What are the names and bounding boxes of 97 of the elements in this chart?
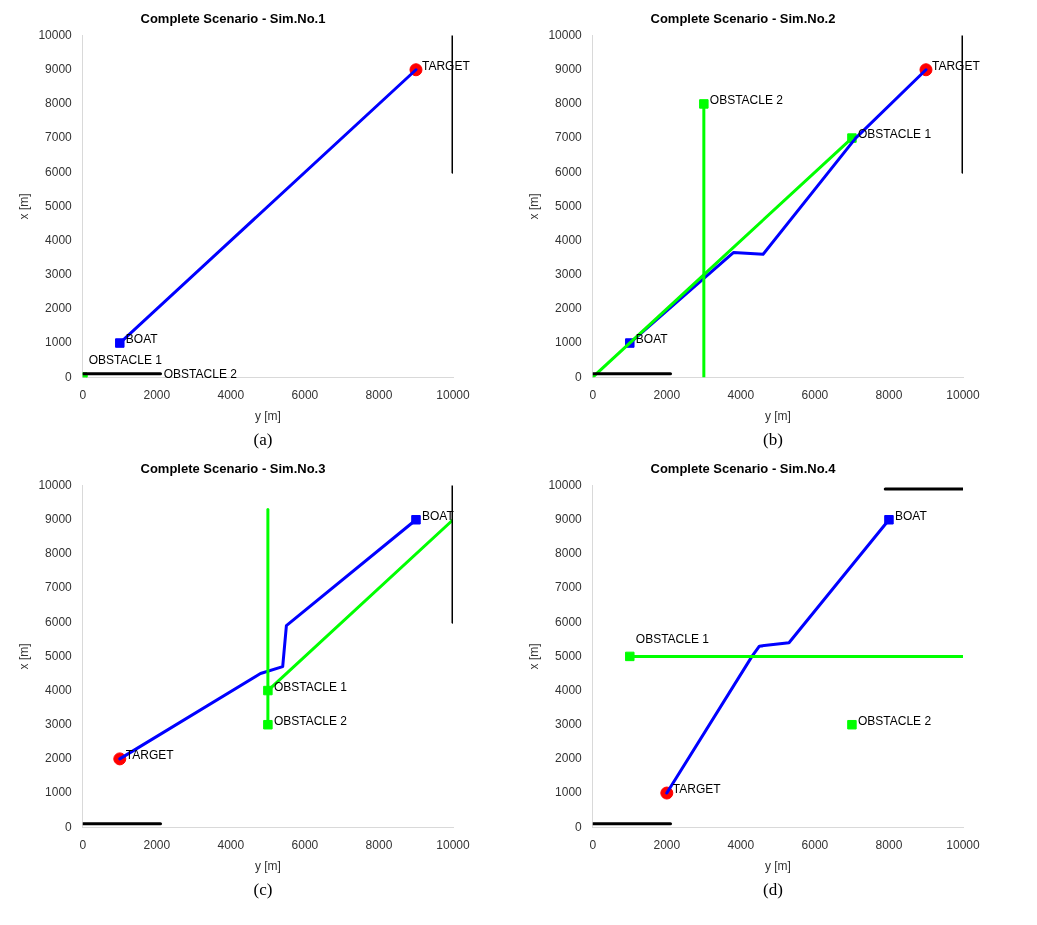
chart-title: Complete Scenario - Sim.No.1 <box>140 11 326 27</box>
y-tick-label: 7000 <box>45 130 73 145</box>
x-tick-label: 8000 <box>365 387 393 402</box>
series-label: OBSTACLE 1 <box>88 352 163 367</box>
x-tick-label: 4000 <box>727 837 755 852</box>
y-tick-label: 6000 <box>45 164 73 179</box>
x-tick-label: 0 <box>79 387 87 402</box>
y-tick-label: 8000 <box>45 96 73 111</box>
x-axis-title: y [m] <box>764 409 791 424</box>
series-label: OBSTACLE 2 <box>273 714 348 729</box>
y-tick-label: 4000 <box>555 232 583 247</box>
text: (b) <box>763 430 783 450</box>
y-tick-label: 0 <box>65 819 73 834</box>
y-tick-label: 10000 <box>38 477 73 492</box>
y-tick-label: 5000 <box>555 198 583 213</box>
y-tick-label: 9000 <box>45 62 73 77</box>
y-tick-label: 3000 <box>45 717 73 732</box>
y-tick-label: 3000 <box>555 267 583 282</box>
chart-title: Complete Scenario - Sim.No.2 <box>650 11 836 27</box>
x-tick-label: 6000 <box>801 837 829 852</box>
x-tick-label: 6000 <box>801 387 829 402</box>
y-tick-label: 0 <box>575 819 583 834</box>
chart-title: Complete Scenario - Sim.No.4 <box>650 461 837 477</box>
x-tick-label: 2000 <box>143 387 171 402</box>
y-tick-label: 5000 <box>45 198 73 213</box>
text: OBSTACLE 2 <box>163 366 238 381</box>
y-tick-label: 4000 <box>555 682 583 697</box>
y-tick-label: 9000 <box>555 512 583 527</box>
y-tick-label: 9000 <box>555 62 583 77</box>
y-tick-label: 7000 <box>555 580 583 595</box>
y-tick-label: 2000 <box>555 301 583 316</box>
text: (a) <box>253 430 273 450</box>
y-axis-title: x [m] <box>16 193 31 220</box>
y-tick-label: 1000 <box>555 335 583 350</box>
y-tick-label: 7000 <box>555 130 583 145</box>
y-tick-label: 10000 <box>548 27 583 42</box>
series-label: BOAT <box>125 332 159 347</box>
x-tick-label: 8000 <box>875 837 903 852</box>
y-tick-label: 5000 <box>555 648 583 663</box>
x-axis-title: y [m] <box>254 409 281 424</box>
y-tick-label: 5000 <box>45 648 73 663</box>
x-axis-title: y [m] <box>254 859 281 874</box>
series-label: OBSTACLE 2 <box>857 714 932 729</box>
y-tick-label: 8000 <box>45 546 73 561</box>
series-label: TARGET <box>672 782 722 797</box>
y-tick-label: 1000 <box>45 335 73 350</box>
y-tick-label: 4000 <box>45 232 73 247</box>
series-label: BOAT <box>635 332 669 347</box>
y-tick-label: 4000 <box>45 682 73 697</box>
x-tick-label: 8000 <box>365 837 393 852</box>
y-tick-label: 8000 <box>555 546 583 561</box>
y-tick-label: 9000 <box>45 512 73 527</box>
x-tick-label: 4000 <box>217 837 245 852</box>
series-label: OBSTACLE 1 <box>857 127 932 142</box>
y-axis-title: x [m] <box>526 643 541 670</box>
series-label: TARGET <box>125 748 175 763</box>
x-tick-label: 6000 <box>291 837 319 852</box>
x-tick-label: 10000 <box>946 837 981 852</box>
y-tick-label: 0 <box>575 369 583 384</box>
y-tick-label: 10000 <box>548 477 583 492</box>
y-tick-label: 2000 <box>45 301 73 316</box>
series-label: OBSTACLE 2 <box>709 93 784 108</box>
x-tick-label: 2000 <box>143 837 171 852</box>
x-tick-label: 4000 <box>727 387 755 402</box>
y-tick-label: 2000 <box>45 751 73 766</box>
y-tick-label: 7000 <box>45 580 73 595</box>
x-tick-label: 10000 <box>436 837 471 852</box>
text: (c) <box>253 880 273 900</box>
y-tick-label: 6000 <box>45 614 73 629</box>
y-tick-label: 0 <box>65 369 73 384</box>
y-tick-label: 6000 <box>555 614 583 629</box>
y-tick-label: 3000 <box>45 267 73 282</box>
chart-title: Complete Scenario - Sim.No.3 <box>140 461 326 477</box>
y-tick-label: 2000 <box>555 751 583 766</box>
y-tick-label: 10000 <box>38 27 73 42</box>
x-tick-label: 10000 <box>436 387 471 402</box>
x-axis-title: y [m] <box>764 859 791 874</box>
x-tick-label: 2000 <box>653 837 681 852</box>
x-tick-label: 2000 <box>653 387 681 402</box>
y-axis-title: x [m] <box>526 193 541 220</box>
y-tick-label: 1000 <box>45 785 73 800</box>
x-tick-label: 0 <box>589 837 597 852</box>
x-tick-label: 0 <box>79 837 87 852</box>
x-tick-label: 8000 <box>875 387 903 402</box>
y-axis-title: x [m] <box>16 643 31 670</box>
x-tick-label: 0 <box>589 387 597 402</box>
y-tick-label: 6000 <box>555 164 583 179</box>
x-tick-label: 4000 <box>217 387 245 402</box>
series-label: OBSTACLE 1 <box>635 631 710 646</box>
y-tick-label: 8000 <box>555 96 583 111</box>
series-label: OBSTACLE 1 <box>273 679 348 694</box>
series-label: BOAT <box>894 509 928 524</box>
x-tick-label: 6000 <box>291 387 319 402</box>
y-tick-label: 3000 <box>555 717 583 732</box>
y-tick-label: 1000 <box>555 785 583 800</box>
text: (d) <box>763 880 783 900</box>
x-tick-label: 10000 <box>946 387 981 402</box>
